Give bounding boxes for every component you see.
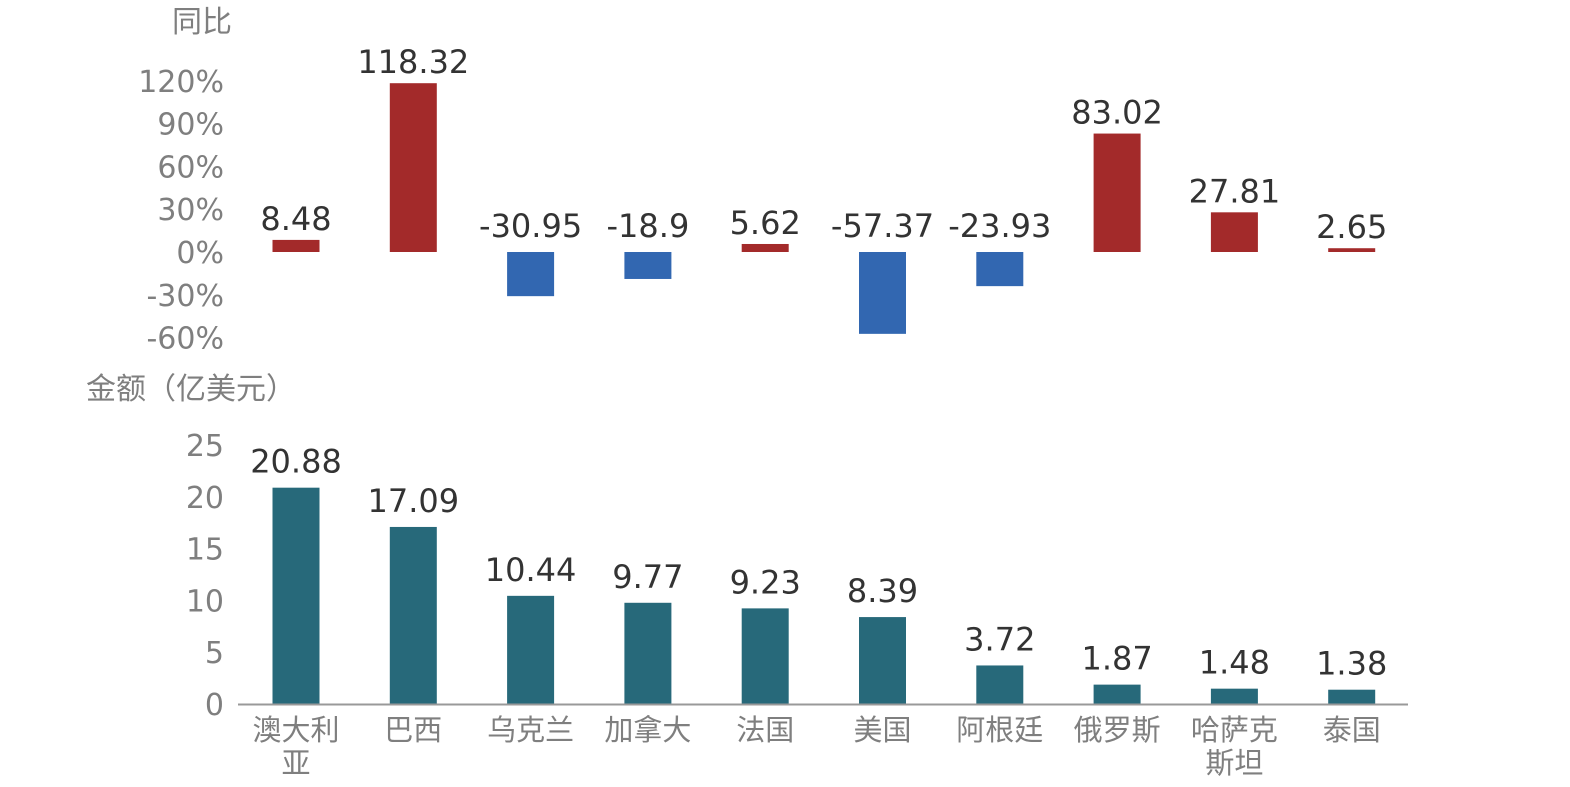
yoy-bar bbox=[272, 239, 320, 252]
category-label: 哈萨克 bbox=[1191, 713, 1278, 747]
yoy-bar bbox=[1328, 248, 1376, 252]
yoy-data-label: -57.37 bbox=[831, 207, 934, 245]
yoy-data-label: 5.62 bbox=[730, 204, 801, 242]
category-label: 泰国 bbox=[1323, 713, 1381, 747]
category-label: 加拿大 bbox=[604, 713, 691, 747]
amount-data-label: 17.09 bbox=[367, 482, 459, 520]
yoy-data-labels: 8.48 118.32 -30.95 -18.9 5.62 -57.37 -23.93 83.… bbox=[260, 43, 1387, 246]
yoy-bar bbox=[741, 243, 789, 252]
amount-data-label: 1.38 bbox=[1316, 645, 1387, 683]
yoy-bars bbox=[272, 83, 1376, 334]
category-label: 美国 bbox=[853, 713, 911, 747]
yoy-y-tick-label: -30% bbox=[146, 279, 224, 314]
yoy-data-label: 27.81 bbox=[1189, 172, 1281, 210]
amount-bar bbox=[389, 526, 437, 704]
yoy-y-tick-label: 30% bbox=[157, 193, 224, 228]
amount-bar bbox=[859, 617, 906, 704]
yoy-y-tick-label: -60% bbox=[146, 322, 224, 357]
category-label: 阿根廷 bbox=[956, 713, 1043, 747]
amount-data-label: 1.48 bbox=[1199, 644, 1270, 682]
amount-data-label: 20.88 bbox=[250, 443, 342, 481]
yoy-chart: 同比 120% 90% 60% 30% 0% -30% -60% 8.48 118.32 -30… bbox=[138, 5, 1387, 357]
yoy-data-label: 83.02 bbox=[1071, 94, 1163, 132]
amount-axis-title: 金额（亿美元） bbox=[86, 372, 296, 407]
yoy-y-ticks: 120% 90% 60% 30% 0% -30% -60% bbox=[138, 65, 224, 357]
amount-data-label: 8.39 bbox=[847, 572, 918, 610]
yoy-bar bbox=[389, 83, 437, 252]
amount-data-label: 1.87 bbox=[1081, 640, 1152, 678]
amount-y-tick-label: 25 bbox=[186, 429, 224, 464]
yoy-bar bbox=[507, 252, 555, 297]
amount-bar bbox=[741, 608, 789, 704]
yoy-axis-title: 同比 bbox=[172, 5, 232, 40]
yoy-y-tick-label: 0% bbox=[176, 236, 224, 271]
amount-y-tick-label: 5 bbox=[205, 636, 224, 671]
category-label: 法国 bbox=[736, 713, 794, 747]
category-label: 斯坦 bbox=[1205, 746, 1263, 780]
yoy-y-tick-label: 90% bbox=[157, 108, 224, 143]
amount-y-ticks: 25 20 15 10 5 0 bbox=[186, 429, 224, 723]
amount-data-label: 3.72 bbox=[964, 620, 1035, 658]
category-label: 澳大利 bbox=[252, 713, 339, 747]
category-label: 亚 bbox=[281, 746, 310, 780]
yoy-data-label: -23.93 bbox=[948, 207, 1051, 245]
yoy-data-label: -18.9 bbox=[607, 207, 690, 245]
amount-data-label: 9.77 bbox=[612, 558, 683, 596]
yoy-data-label: 2.65 bbox=[1316, 208, 1387, 246]
amount-bar bbox=[624, 602, 672, 704]
amount-bar bbox=[272, 487, 320, 704]
amount-data-labels: 20.88 17.09 10.44 9.77 9.23 8.39 3.72 1.87 1.48 1… bbox=[250, 443, 1387, 683]
yoy-y-tick-label: 60% bbox=[157, 150, 224, 185]
amount-y-tick-label: 10 bbox=[186, 584, 224, 619]
yoy-data-label: -30.95 bbox=[479, 207, 582, 245]
yoy-bar bbox=[976, 252, 1024, 287]
category-label: 巴西 bbox=[384, 713, 442, 747]
yoy-bar bbox=[859, 252, 906, 334]
amount-bars bbox=[272, 487, 1376, 704]
yoy-bar bbox=[1093, 133, 1141, 252]
amount-y-tick-label: 15 bbox=[186, 533, 224, 568]
amount-bar bbox=[1210, 688, 1258, 704]
category-label: 乌克兰 bbox=[487, 713, 574, 747]
amount-bar bbox=[1328, 689, 1376, 704]
amount-bar bbox=[507, 595, 555, 704]
yoy-bar bbox=[1210, 212, 1258, 252]
category-label: 俄罗斯 bbox=[1074, 713, 1161, 747]
yoy-data-label: 118.32 bbox=[357, 43, 469, 81]
amount-y-tick-label: 20 bbox=[186, 481, 224, 516]
yoy-data-label: 8.48 bbox=[260, 200, 331, 238]
amount-bar bbox=[1093, 684, 1141, 704]
yoy-y-tick-label: 120% bbox=[138, 65, 224, 100]
amount-y-tick-label: 0 bbox=[205, 688, 224, 723]
amount-data-label: 9.23 bbox=[730, 563, 801, 601]
amount-bar bbox=[976, 665, 1024, 704]
amount-data-label: 10.44 bbox=[485, 551, 577, 589]
amount-chart: 金额（亿美元） 25 20 15 10 5 0 20.88 17.09 10.44 9.77 9.… bbox=[86, 372, 1408, 780]
yoy-bar bbox=[624, 252, 672, 279]
